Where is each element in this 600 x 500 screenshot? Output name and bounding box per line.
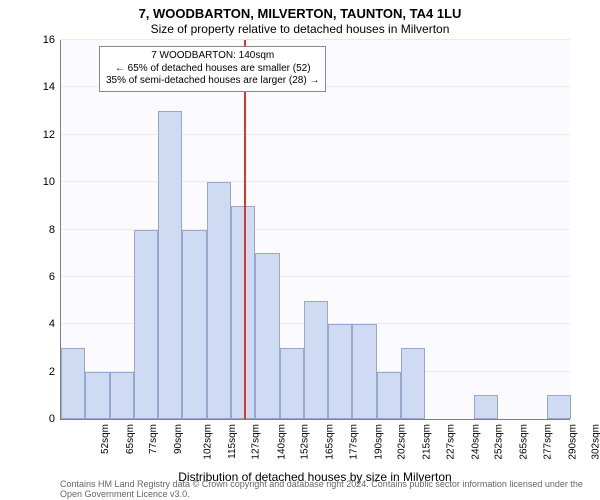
x-tick-label: 215sqm bbox=[422, 424, 433, 460]
x-tick-label: 77sqm bbox=[148, 424, 159, 454]
x-tick-label: 140sqm bbox=[276, 424, 287, 460]
histogram-bar bbox=[85, 372, 109, 419]
annotation-line-2: ← 65% of detached houses are smaller (52… bbox=[106, 63, 319, 76]
x-tick-label: 290sqm bbox=[568, 424, 579, 460]
x-tick-label: 265sqm bbox=[519, 424, 530, 460]
histogram-bar bbox=[304, 301, 328, 419]
y-tick-label: 4 bbox=[25, 318, 55, 330]
x-tick-label: 252sqm bbox=[494, 424, 505, 460]
histogram-bar bbox=[158, 111, 182, 419]
histogram-bar bbox=[474, 395, 498, 419]
histogram-bar bbox=[547, 395, 571, 419]
footnote-text: Contains HM Land Registry data © Crown c… bbox=[60, 479, 590, 499]
chart-title-sub: Size of property relative to detached ho… bbox=[0, 22, 600, 36]
y-tick-label: 12 bbox=[25, 129, 55, 141]
histogram-bar bbox=[328, 324, 352, 419]
x-tick-label: 127sqm bbox=[251, 424, 262, 460]
x-tick-label: 90sqm bbox=[173, 424, 184, 454]
x-tick-label: 115sqm bbox=[227, 424, 238, 459]
y-tick-label: 8 bbox=[25, 224, 55, 236]
histogram-bar bbox=[352, 324, 376, 419]
chart-container: 7, WOODBARTON, MILVERTON, TAUNTON, TA4 1… bbox=[0, 0, 600, 500]
x-tick-label: 165sqm bbox=[325, 424, 336, 460]
x-tick-label: 202sqm bbox=[397, 424, 408, 460]
chart-title-main: 7, WOODBARTON, MILVERTON, TAUNTON, TA4 1… bbox=[0, 6, 600, 21]
x-tick-label: 52sqm bbox=[100, 424, 111, 454]
x-tick-label: 190sqm bbox=[373, 424, 384, 460]
x-tick-label: 277sqm bbox=[542, 424, 553, 460]
annotation-box: 7 WOODBARTON: 140sqm ← 65% of detached h… bbox=[99, 46, 326, 92]
y-tick-label: 14 bbox=[25, 81, 55, 93]
y-tick-label: 6 bbox=[25, 271, 55, 283]
histogram-bar bbox=[134, 230, 158, 420]
histogram-bar bbox=[207, 182, 231, 419]
y-tick-label: 16 bbox=[25, 34, 55, 46]
histogram-bar bbox=[377, 372, 401, 419]
y-tick-label: 2 bbox=[25, 366, 55, 378]
x-tick-label: 65sqm bbox=[125, 424, 136, 454]
histogram-bar bbox=[255, 253, 279, 419]
x-tick-label: 227sqm bbox=[445, 424, 456, 460]
x-tick-label: 302sqm bbox=[591, 424, 600, 460]
annotation-line-1: 7 WOODBARTON: 140sqm bbox=[106, 50, 319, 63]
histogram-bar bbox=[401, 348, 425, 419]
y-tick-label: 0 bbox=[25, 413, 55, 425]
x-tick-label: 102sqm bbox=[202, 424, 213, 460]
x-tick-label: 152sqm bbox=[300, 424, 311, 460]
plot-area: 024681012141652sqm65sqm77sqm90sqm102sqm1… bbox=[60, 40, 570, 420]
histogram-bar bbox=[61, 348, 85, 419]
grid-line bbox=[61, 39, 570, 40]
grid-line bbox=[61, 181, 570, 182]
x-tick-label: 177sqm bbox=[348, 424, 359, 460]
x-tick-label: 240sqm bbox=[470, 424, 481, 460]
reference-line bbox=[244, 40, 246, 419]
histogram-bar bbox=[182, 230, 206, 420]
histogram-bar bbox=[280, 348, 304, 419]
annotation-line-3: 35% of semi-detached houses are larger (… bbox=[106, 75, 319, 88]
y-tick-label: 10 bbox=[25, 176, 55, 188]
histogram-bar bbox=[110, 372, 134, 419]
grid-line bbox=[61, 134, 570, 135]
